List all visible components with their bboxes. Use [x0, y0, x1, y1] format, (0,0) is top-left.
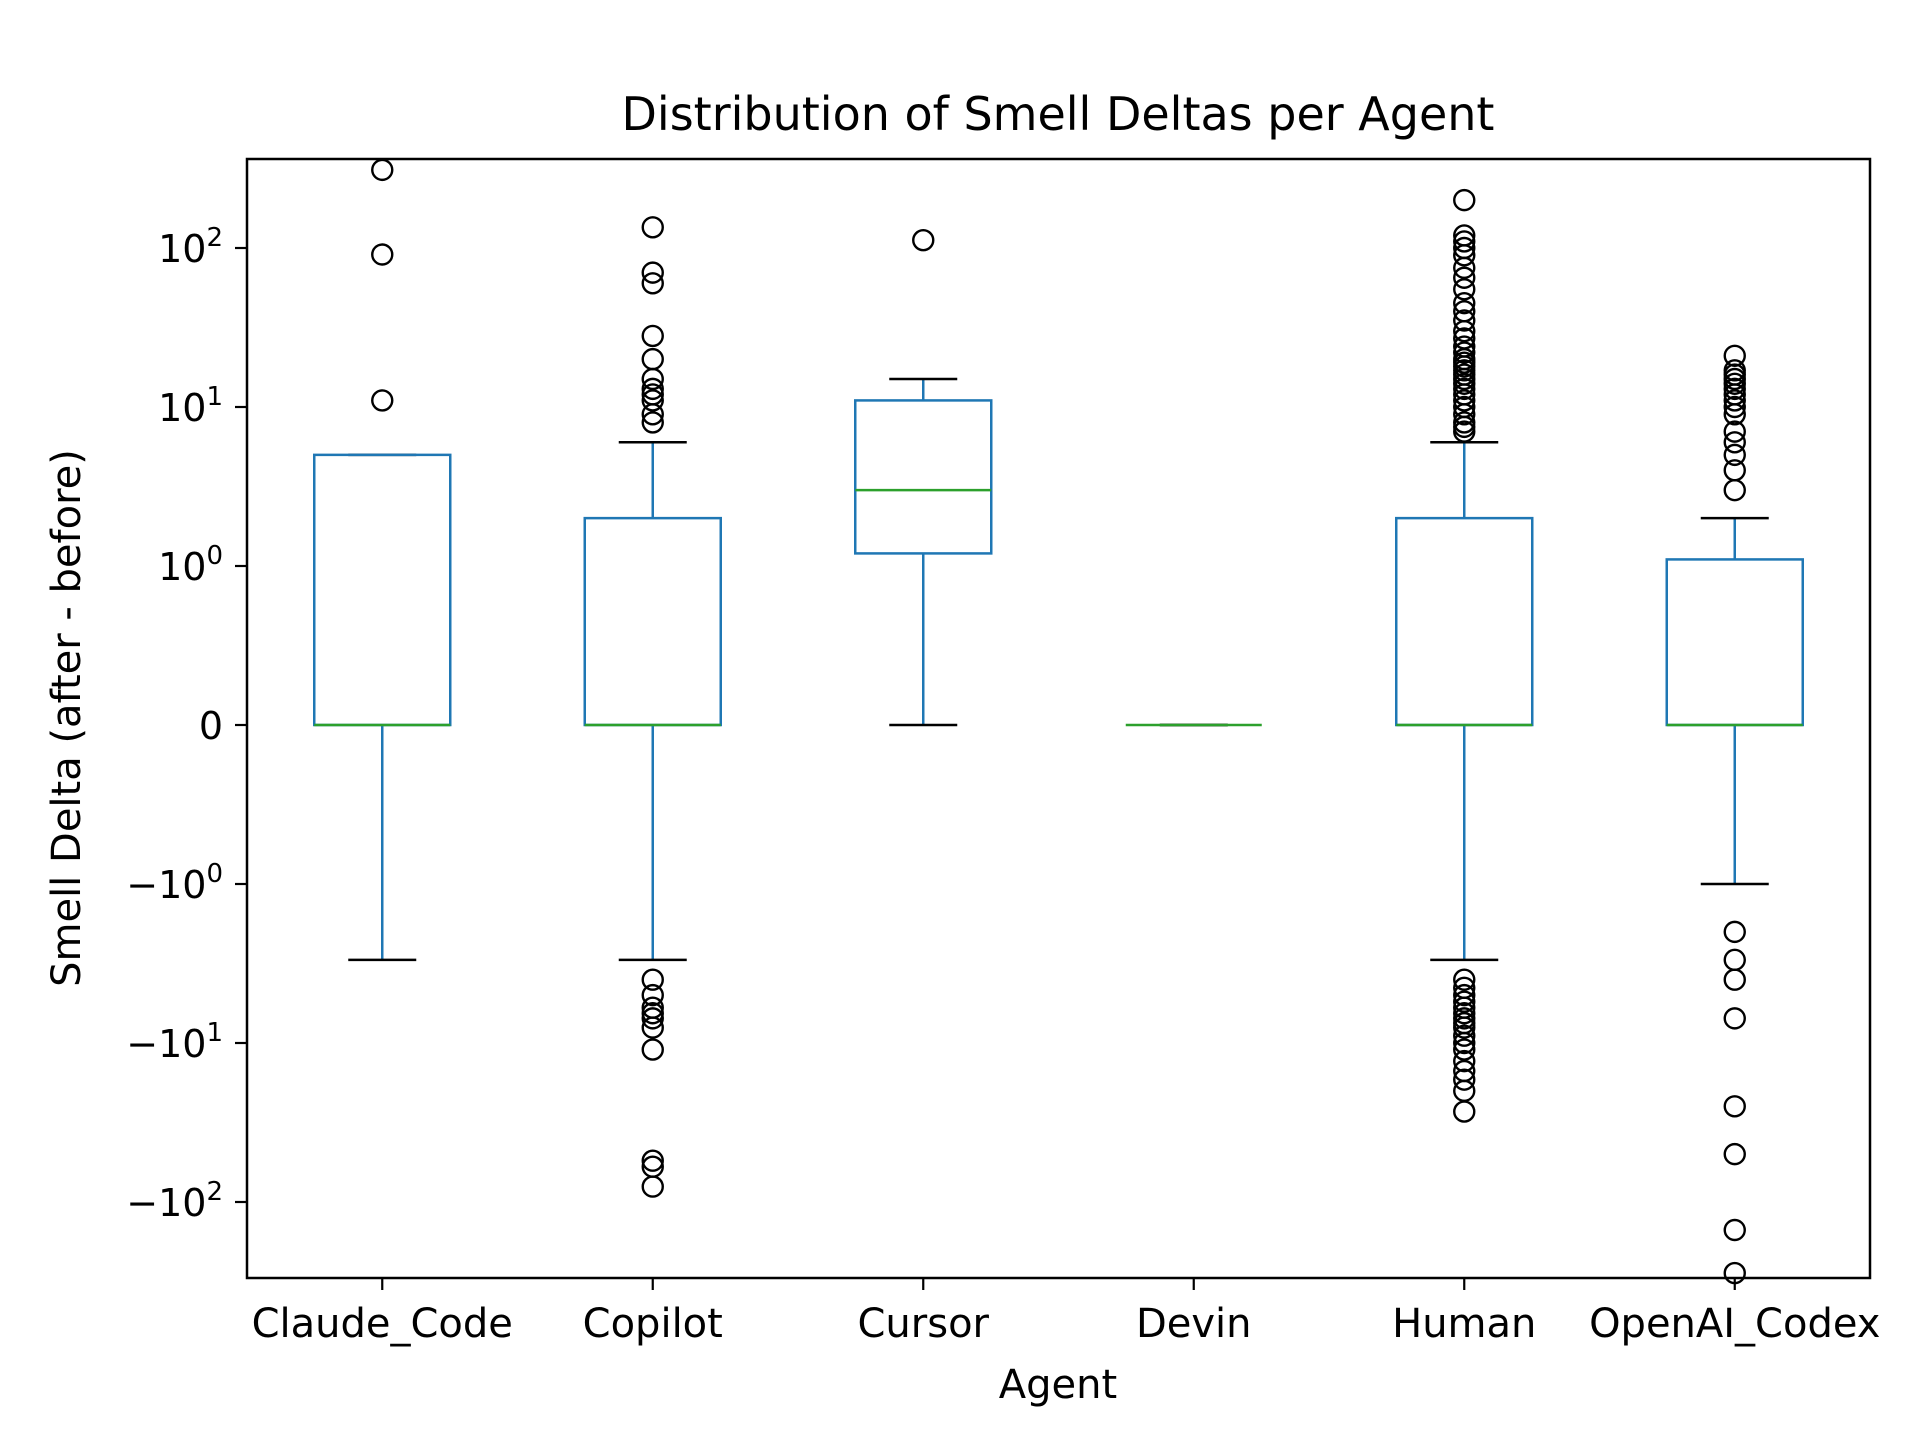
outlier-point	[1723, 420, 1746, 443]
outlier-point	[1723, 1095, 1746, 1118]
x-tick-label: Claude_Code	[252, 1301, 513, 1347]
outlier-point	[1723, 459, 1746, 482]
box-iqr	[1665, 558, 1804, 727]
outlier-point	[1453, 327, 1476, 350]
outlier-point	[1723, 1007, 1746, 1030]
outlier-point	[1453, 278, 1476, 301]
outlier-point	[1453, 983, 1476, 1007]
plot-frame	[245, 157, 1872, 1280]
box-iqr	[583, 516, 722, 727]
outlier-point	[641, 1002, 664, 1025]
outlier-point	[1723, 948, 1746, 972]
outlier-point	[1453, 341, 1476, 364]
x-tick-label: OpenAI_Codex	[1589, 1301, 1880, 1347]
outlier-point	[641, 968, 664, 991]
outlier-point	[1453, 1002, 1476, 1025]
outlier-point	[1723, 1142, 1746, 1166]
box-group-openai-codex	[1665, 344, 1804, 1285]
y-tick-label: −101	[126, 1018, 223, 1066]
outlier-point	[641, 1038, 664, 1061]
outlier-point	[1453, 990, 1476, 1013]
outlier-point	[371, 389, 394, 412]
outlier-point	[641, 272, 664, 295]
outlier-point	[1453, 291, 1476, 315]
y-tick-label: 100	[158, 541, 223, 589]
outlier-point	[1723, 431, 1746, 454]
outlier-point	[1453, 1049, 1476, 1073]
x-tick-label: Human	[1392, 1301, 1536, 1347]
outlier-point	[1453, 1031, 1476, 1055]
outlier-point	[641, 261, 664, 284]
outlier-point	[1453, 266, 1476, 289]
box-iqr	[1395, 516, 1534, 727]
outlier-point	[641, 377, 664, 401]
outlier-point	[1723, 389, 1746, 412]
outlier-point	[1453, 236, 1476, 260]
outlier-point	[1453, 377, 1476, 401]
box-group-cursor	[854, 228, 993, 727]
box-group-human	[1395, 188, 1534, 1123]
y-tick-label: 102	[158, 223, 223, 271]
outlier-point	[641, 1149, 664, 1172]
outlier-point	[1453, 1016, 1476, 1039]
box-group-claude-code	[313, 158, 452, 962]
outlier-point	[1723, 478, 1746, 502]
outlier-point	[641, 324, 664, 348]
outlier-point	[1723, 395, 1746, 419]
outlier-point	[371, 158, 394, 182]
x-tick-label: Cursor	[858, 1301, 990, 1347]
box-iqr	[854, 399, 993, 555]
outlier-point	[641, 1016, 664, 1039]
x-axis-label: Agent	[999, 1362, 1117, 1408]
outlier-point	[641, 983, 664, 1007]
box-group-copilot	[583, 216, 722, 1198]
outlier-point	[641, 1007, 664, 1030]
y-tick-label: −102	[126, 1177, 223, 1225]
outlier-point	[1453, 188, 1476, 212]
y-axis-label: Smell Delta (after - before)	[44, 449, 90, 987]
outlier-point	[641, 347, 664, 371]
outlier-point	[1453, 389, 1476, 412]
outlier-point	[1453, 309, 1476, 332]
outlier-point	[1453, 968, 1476, 991]
outlier-point	[641, 216, 664, 239]
outlier-point	[1453, 224, 1476, 247]
outlier-point	[1453, 1038, 1476, 1061]
y-tick-label: −100	[126, 859, 223, 907]
outlier-point	[1453, 1068, 1476, 1091]
outlier-point	[1723, 443, 1746, 467]
outlier-point	[1723, 920, 1746, 944]
outlier-point	[1453, 411, 1476, 434]
outlier-point	[912, 228, 935, 252]
box-iqr	[313, 453, 452, 727]
y-tick-label: 0	[199, 704, 223, 748]
outlier-point	[1453, 395, 1476, 419]
outlier-point	[1723, 968, 1746, 991]
outlier-point	[1723, 359, 1746, 382]
chart-title: Distribution of Smell Deltas per Agent	[622, 87, 1495, 141]
outlier-point	[1723, 1218, 1746, 1242]
x-tick-label: Devin	[1136, 1301, 1252, 1347]
y-tick-label: 101	[158, 382, 223, 430]
outlier-point	[1453, 335, 1476, 358]
outlier-point	[1723, 377, 1746, 401]
x-tick-label: Copilot	[583, 1301, 723, 1347]
outlier-point	[1453, 230, 1476, 253]
outlier-point	[1453, 1024, 1476, 1047]
outlier-point	[1723, 344, 1746, 367]
outlier-point	[641, 1175, 664, 1198]
outlier-point	[641, 411, 664, 434]
outlier-point	[641, 389, 664, 412]
outlier-point	[1453, 300, 1476, 323]
outlier-point	[641, 383, 664, 406]
outlier-point	[1453, 1100, 1476, 1123]
outlier-point	[371, 243, 394, 266]
outlier-point	[1453, 1079, 1476, 1103]
